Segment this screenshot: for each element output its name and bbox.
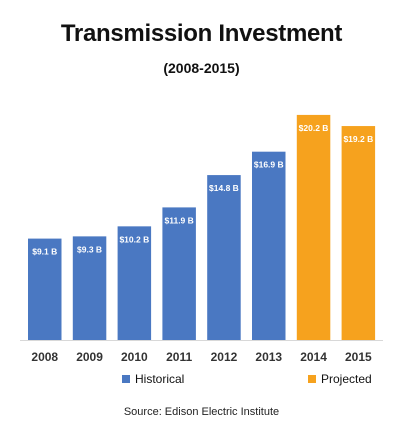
bar-2009: [72, 236, 107, 340]
data-label-2012: $14.8 B: [209, 183, 239, 193]
data-label-2009: $9.3 B: [77, 244, 102, 254]
x-tick-2011: 2011: [166, 350, 192, 364]
legend-historical-label: Historical: [135, 372, 185, 386]
bar-2012: [207, 175, 241, 340]
bar-2010: [117, 226, 152, 340]
x-tick-2012: 2012: [211, 350, 238, 364]
bar-2015: [341, 126, 376, 340]
data-label-2013: $16.9 B: [254, 160, 284, 170]
data-label-2011: $11.9 B: [164, 215, 193, 225]
chart-subtitle: (2008-2015): [163, 60, 240, 76]
x-tick-2014: 2014: [300, 350, 327, 364]
data-label-2014: $20.2 B: [299, 123, 329, 133]
x-tick-2008: 2008: [31, 350, 58, 364]
chart-title: Transmission Investment: [60, 20, 343, 47]
source-note: Source: Edison Electric Institute: [123, 406, 280, 418]
legend-historical-swatch: [122, 375, 130, 383]
data-label-2015: $19.2 B: [343, 134, 373, 144]
bar-2013: [252, 151, 286, 340]
legend-projected-swatch: [308, 375, 316, 383]
bar-2011: [162, 207, 196, 340]
x-tick-2013: 2013: [255, 350, 282, 364]
legend-projected: Projected: [308, 372, 372, 386]
bar-2008: [28, 238, 62, 340]
x-tick-2009: 2009: [76, 350, 103, 364]
data-label-2008: $9.1 B: [32, 247, 57, 257]
bar-2014: [296, 114, 331, 341]
legend-historical: Historical: [122, 372, 184, 386]
x-tick-2015: 2015: [345, 350, 372, 364]
legend-projected-label: Projected: [321, 372, 372, 386]
data-label-2010: $10.2 B: [119, 234, 149, 244]
x-tick-2010: 2010: [121, 350, 148, 364]
